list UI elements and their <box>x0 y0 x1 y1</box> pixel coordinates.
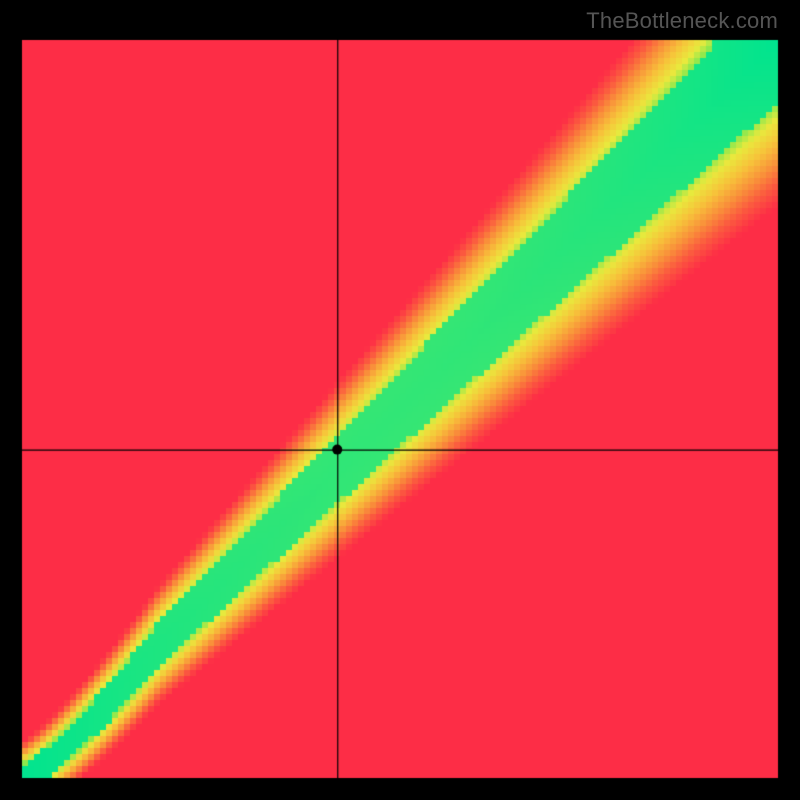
bottleneck-heatmap <box>0 0 800 800</box>
watermark-text: TheBottleneck.com <box>586 8 778 34</box>
